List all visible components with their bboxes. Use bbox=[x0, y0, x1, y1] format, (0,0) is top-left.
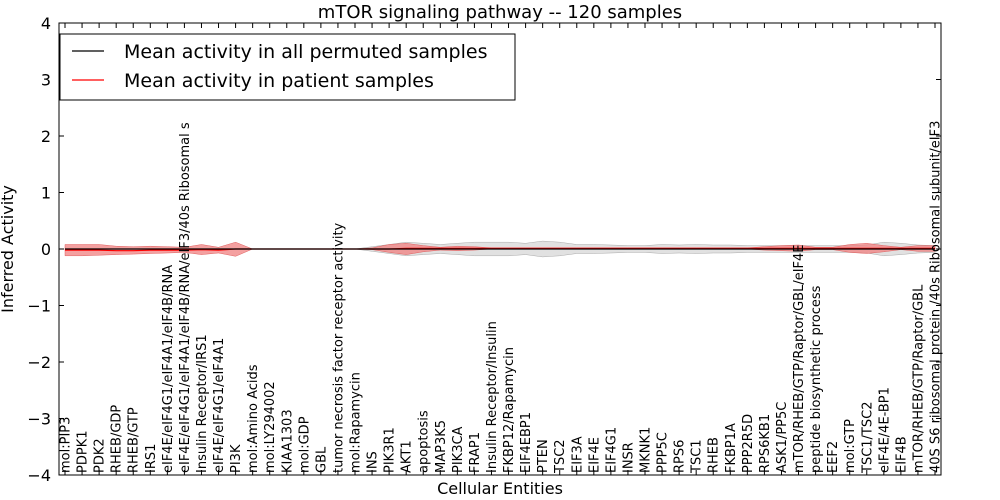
y-tick-label: 2 bbox=[41, 127, 51, 146]
legend-patient-label: Mean activity in patient samples bbox=[124, 70, 434, 92]
category-label: FRAP1 bbox=[468, 432, 483, 473]
y-axis-label: Inferred Activity bbox=[0, 185, 17, 313]
legend: Mean activity in all permuted samples Me… bbox=[59, 33, 516, 101]
category-label: mol:PIP3 bbox=[59, 417, 74, 473]
category-label: GBL bbox=[314, 446, 329, 473]
category-label: EIF4B bbox=[894, 436, 909, 473]
y-tick-label: −2 bbox=[27, 353, 51, 372]
category-label: EIF4E bbox=[587, 437, 602, 473]
category-label: PPP5C bbox=[656, 432, 671, 473]
category-label: apoptosis bbox=[417, 410, 432, 473]
category-label: RPS6 bbox=[673, 440, 688, 473]
category-label: IRS1 bbox=[144, 444, 159, 473]
category-label: EEF2 bbox=[826, 441, 841, 473]
category-label: MAP3K5 bbox=[434, 420, 449, 473]
category-label: PI3K bbox=[229, 444, 244, 473]
category-label: eIF4E/eIF4G1/eIF4A1 bbox=[212, 338, 227, 473]
category-label: EIF4G1 bbox=[604, 427, 619, 473]
category-label: mol:LY294002 bbox=[263, 381, 278, 473]
legend-box bbox=[59, 33, 516, 101]
category-label: PPP2R5D bbox=[741, 414, 756, 473]
category-label: Insulin Receptor/IRS1 bbox=[195, 334, 210, 473]
category-label: FKBP1A bbox=[724, 423, 739, 473]
category-label: 40S S6 ribosomal protein /40s Ribosomal … bbox=[929, 121, 944, 473]
category-label: TSC1 bbox=[690, 439, 705, 474]
line-layer bbox=[65, 247, 935, 252]
category-label: INS bbox=[366, 451, 381, 473]
category-label: mTOR/RHEB/GTP/Raptor/GBL/eIF4E bbox=[792, 245, 807, 474]
category-label: AKT1 bbox=[400, 440, 415, 473]
category-label: MKNK1 bbox=[639, 427, 654, 473]
category-label: eIF4E/eIF4G1/eIF4A1/eIF4B/RNA bbox=[161, 265, 176, 473]
chart-title: mTOR signaling pathway -- 120 samples bbox=[318, 2, 682, 23]
category-label: EIF4EBP1 bbox=[519, 412, 534, 473]
category-label: RHEB/GTP bbox=[127, 407, 142, 473]
category-label: mol:GDP bbox=[297, 416, 312, 473]
category-label: eIF4E/4E-BP1 bbox=[877, 387, 892, 473]
category-label: mol:Amino Acids bbox=[246, 364, 261, 473]
category-label: PIK3R1 bbox=[383, 427, 398, 473]
category-label: mol:Rapamycin bbox=[349, 372, 364, 473]
category-label: EIF3A bbox=[570, 436, 585, 473]
category-label: ASK1/PP5C bbox=[775, 402, 790, 473]
x-axis: mol:PIP3 PDPK1 PDK2 RHEB/GDP RHEB/GTP IRS1 eIF… bbox=[59, 23, 944, 475]
category-label: eIF4E/eIF4G1/eIF4A1/eIF4B/RNA/eIF3/40s R… bbox=[178, 122, 193, 473]
y-tick-label: −3 bbox=[27, 410, 51, 429]
category-label: TSC1/TSC2 bbox=[860, 402, 875, 474]
y-tick-label: −1 bbox=[27, 297, 51, 316]
category-label: RPS6KB1 bbox=[758, 414, 773, 473]
x-axis-label: Cellular Entities bbox=[437, 479, 563, 498]
category-label: mol:GTP bbox=[843, 419, 858, 473]
category-label: PDPK1 bbox=[76, 431, 91, 474]
y-tick-label: 1 bbox=[41, 184, 51, 203]
y-tick-label: −4 bbox=[27, 466, 51, 485]
category-label: PIK3CA bbox=[451, 426, 466, 473]
category-label: mTOR/RHEB/GTP/Raptor/GBL bbox=[911, 284, 926, 473]
y-tick-label: 0 bbox=[41, 240, 51, 259]
category-label: peptide biosynthetic process bbox=[809, 285, 824, 473]
category-label: INSR bbox=[621, 442, 636, 473]
category-label: FKBP12/Rapamycin bbox=[502, 347, 517, 473]
y-tick-label: 3 bbox=[41, 71, 51, 90]
y-tick-label: 4 bbox=[41, 14, 51, 33]
category-label: TSC2 bbox=[553, 439, 568, 474]
category-label: PDK2 bbox=[93, 438, 108, 473]
category-label: KIAA1303 bbox=[280, 409, 295, 473]
category-label: tumor necrosis factor receptor activity bbox=[331, 222, 346, 473]
category-label: RHEB bbox=[707, 437, 722, 473]
legend-permuted-label: Mean activity in all permuted samples bbox=[124, 41, 487, 63]
y-axis: −4 −3 −2 −1 0 1 2 3 4 bbox=[27, 14, 941, 485]
category-label: PTEN bbox=[536, 439, 551, 473]
category-label: Insulin Receptor/Insulin bbox=[485, 321, 500, 473]
category-label: RHEB/GDP bbox=[110, 405, 125, 473]
